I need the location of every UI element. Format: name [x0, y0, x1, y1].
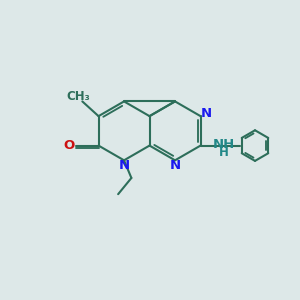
Text: N: N	[200, 107, 211, 120]
Text: O: O	[64, 139, 75, 152]
Text: NH: NH	[213, 138, 235, 151]
Text: N: N	[169, 159, 181, 172]
Text: CH₃: CH₃	[66, 90, 90, 103]
Text: H: H	[219, 146, 229, 159]
Text: N: N	[118, 159, 130, 172]
